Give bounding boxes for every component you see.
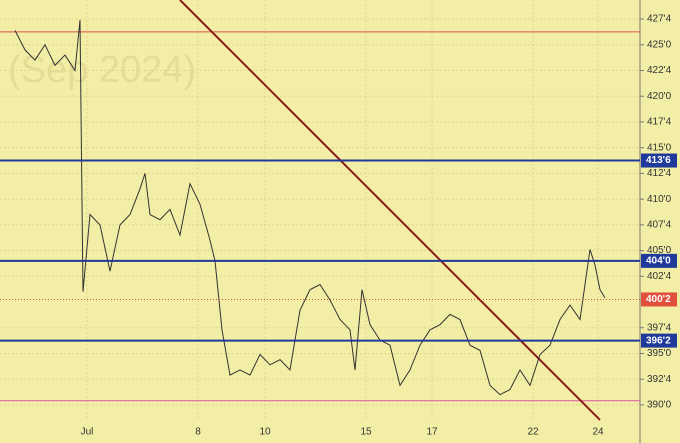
y-tick-label: 410'0 <box>647 194 672 205</box>
level-label-box <box>641 292 677 307</box>
y-tick-label: 390'0 <box>647 400 672 411</box>
x-tick-label: 24 <box>592 427 604 438</box>
x-tick-label: 8 <box>195 427 201 438</box>
y-tick-label: 422'4 <box>647 65 672 76</box>
level-label: 400'2 <box>646 294 671 305</box>
y-tick-label: 415'0 <box>647 142 672 153</box>
level-label-box <box>641 333 677 348</box>
price-line <box>14 20 606 396</box>
level-label: 413'6 <box>646 155 671 166</box>
y-tick-label: 425'0 <box>647 39 672 50</box>
trend-line <box>179 0 601 421</box>
y-tick-label: 402'4 <box>647 271 672 282</box>
x-tick-label: 22 <box>527 427 539 438</box>
y-tick-label: 420'0 <box>647 91 672 102</box>
x-tick-label: 15 <box>360 427 372 438</box>
y-tick-label: 395'0 <box>647 348 672 359</box>
x-tick-label: 17 <box>426 427 438 438</box>
y-tick-label: 427'4 <box>647 14 672 25</box>
y-tick-label: 397'4 <box>647 322 672 333</box>
level-label: 404'0 <box>646 256 671 267</box>
y-tick-label: 407'4 <box>647 219 672 230</box>
level-label-box <box>641 253 677 268</box>
x-tick-label: Jul <box>81 427 94 438</box>
level-label-box <box>641 153 677 168</box>
y-tick-label: 392'4 <box>647 374 672 385</box>
y-tick-label: 412'4 <box>647 168 672 179</box>
x-tick-label: 10 <box>259 427 271 438</box>
y-tick-label: 405'0 <box>647 245 672 256</box>
level-label: 396'2 <box>646 335 671 346</box>
y-tick-label: 417'4 <box>647 117 672 128</box>
